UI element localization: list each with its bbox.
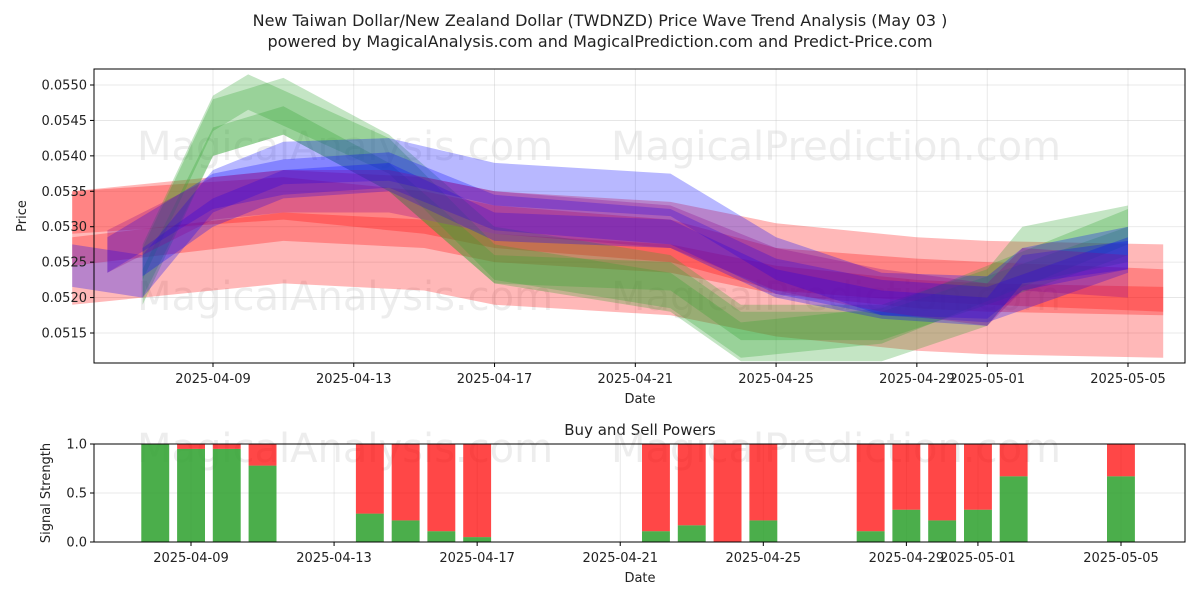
sell-bar — [713, 444, 742, 542]
buy-bar — [892, 509, 921, 542]
power-x-tick-label: 2025-04-17 — [439, 551, 515, 566]
price-y-tick-label: 0.0520 — [42, 291, 88, 306]
sell-bar — [391, 444, 420, 521]
price-y-tick-label: 0.0545 — [42, 114, 88, 129]
price-y-tick-label: 0.0525 — [42, 256, 88, 271]
sell-bar — [427, 444, 456, 532]
price-x-ticks: 2025-04-09 2025-04-13 2025-04-17 2025-04-21… — [175, 363, 1166, 387]
price-grid — [94, 69, 1185, 363]
price-x-tick-label: 2025-04-17 — [457, 372, 533, 387]
sell-bar — [212, 444, 241, 449]
price-y-tick-label: 0.0535 — [42, 185, 88, 200]
buy-bar — [391, 520, 420, 542]
power-x-tick-label: 2025-05-05 — [1083, 551, 1159, 566]
price-x-tick-label: 2025-04-13 — [316, 372, 392, 387]
price-band-2-2 — [142, 162, 1129, 326]
price-x-tick-label: 2025-04-25 — [738, 372, 814, 387]
power-x-ticks: 2025-04-09 2025-04-13 2025-04-17 2025-04-21… — [153, 542, 1159, 566]
sell-bar — [677, 444, 706, 526]
buy-bar — [355, 513, 384, 542]
buy-bar — [141, 444, 170, 542]
power-x-axis-label: Date — [624, 571, 655, 586]
buy-bar — [463, 537, 492, 542]
buy-bar — [964, 509, 992, 542]
buy-bar — [856, 531, 885, 542]
power-x-tick-label: 2025-05-01 — [940, 551, 1016, 566]
power-x-tick-label: 2025-04-25 — [726, 551, 802, 566]
price-band-2-0 — [72, 138, 1129, 319]
power-y-tick-label: 1.0 — [66, 438, 87, 453]
price-y-tick-label: 0.0550 — [42, 79, 88, 94]
buy-bar — [1107, 476, 1135, 542]
price-x-tick-label: 2025-05-01 — [949, 372, 1025, 387]
sell-bar — [642, 444, 670, 532]
power-title: Buy and Sell Powers — [564, 421, 716, 439]
price-y-ticks: 0.0515 0.0520 0.0525 0.0530 0.0535 0.0540 0.05… — [42, 79, 94, 342]
price-x-tick-label: 2025-04-09 — [175, 372, 251, 387]
price-y-tick-label: 0.0530 — [42, 220, 88, 235]
buy-bar — [749, 520, 778, 542]
watermark-analysis-top: MagicalAnalysis.com — [137, 124, 553, 170]
sell-bar — [928, 444, 957, 521]
price-band-1-0 — [142, 77, 1129, 362]
buy-bar — [642, 531, 670, 542]
sell-bar — [463, 444, 492, 538]
sell-bar — [749, 444, 778, 521]
power-plot: Buy and Sell Powers MagicalAnalysis.com … — [39, 421, 1186, 586]
buy-bar — [677, 525, 706, 542]
price-plot-frame — [93, 68, 1186, 364]
buy-bar — [212, 448, 241, 542]
watermark-prediction-top: MagicalPrediction.com — [611, 124, 1061, 170]
price-band-0-0 — [72, 170, 1164, 358]
chart-subtitle: powered by MagicalAnalysis.com and Magic… — [267, 32, 932, 51]
price-x-axis-label: Date — [624, 392, 655, 407]
price-band-1-2 — [142, 106, 1129, 341]
buy-bar — [427, 531, 456, 542]
power-x-tick-label: 2025-04-29 — [869, 551, 945, 566]
buy-bar — [999, 476, 1028, 542]
watermark-analysis-mid: MagicalAnalysis.com — [137, 274, 553, 320]
sell-bar — [1107, 444, 1135, 477]
price-plot: MagicalAnalysis.com MagicalPrediction.co… — [15, 68, 1186, 407]
price-band-0-1 — [72, 212, 1164, 316]
power-x-tick-label: 2025-04-21 — [582, 551, 658, 566]
sell-bar — [964, 444, 992, 510]
price-band-3-0 — [107, 170, 1128, 326]
power-y-ticks: 0.0 0.5 1.0 — [66, 438, 94, 551]
buy-bar — [928, 520, 957, 542]
sell-bar — [248, 444, 277, 466]
buy-bar — [177, 448, 205, 542]
sell-bar — [355, 444, 384, 514]
watermark-prediction-mid: MagicalPrediction.com — [611, 274, 1061, 320]
price-x-tick-label: 2025-04-29 — [879, 372, 955, 387]
power-y-axis-label: Signal Strength — [39, 443, 54, 543]
price-x-tick-label: 2025-04-21 — [598, 372, 674, 387]
buy-bar — [248, 465, 277, 542]
sell-bar — [892, 444, 921, 510]
price-y-axis-label: Price — [15, 200, 30, 232]
power-x-tick-label: 2025-04-09 — [153, 551, 229, 566]
power-y-tick-label: 0.5 — [66, 487, 87, 502]
price-band-1-1 — [142, 74, 1129, 358]
chart-title: New Taiwan Dollar/New Zealand Dollar (TW… — [253, 11, 948, 30]
power-x-tick-label: 2025-04-13 — [296, 551, 372, 566]
price-y-tick-label: 0.0540 — [42, 149, 88, 164]
sell-bar — [999, 444, 1028, 477]
sell-bar — [856, 444, 885, 532]
sell-bar — [177, 444, 205, 449]
price-y-tick-label: 0.0515 — [42, 327, 88, 342]
price-bands — [72, 74, 1164, 362]
price-watermark: MagicalAnalysis.com MagicalPrediction.co… — [137, 124, 1061, 320]
price-x-tick-label: 2025-05-05 — [1090, 372, 1166, 387]
price-band-2-1 — [107, 152, 1128, 323]
power-bars — [141, 444, 1135, 542]
price-band-0-2 — [72, 177, 1164, 312]
power-y-tick-label: 0.0 — [66, 536, 87, 551]
